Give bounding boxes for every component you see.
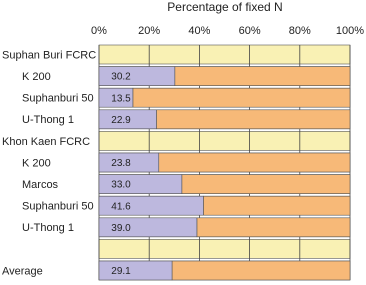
x-tick-label: 80%: [289, 25, 311, 37]
value-label: 41.6: [111, 201, 131, 212]
remainder-track: [203, 195, 351, 216]
value-label: 39.0: [111, 223, 131, 234]
y-tick-label: Suphan Buri FCRC: [2, 49, 96, 61]
value-label: 13.5: [111, 93, 131, 104]
y-tick-label: U-Thong 1: [22, 222, 74, 234]
bar: [98, 109, 157, 130]
bar: [98, 260, 173, 281]
x-tick-label: 40%: [188, 25, 210, 37]
x-tick-label: 20%: [138, 25, 160, 37]
bar: [98, 217, 198, 238]
x-tick-label: 60%: [239, 25, 261, 37]
y-tick-label: Suphanburi 50: [22, 93, 94, 105]
chart-title: Percentage of fixed N: [167, 0, 282, 14]
remainder-track: [171, 260, 351, 281]
remainder-track: [158, 152, 351, 173]
value-label: 22.9: [111, 115, 131, 126]
value-label: 29.1: [111, 266, 131, 277]
remainder-track: [156, 109, 351, 130]
value-label: 23.8: [111, 158, 131, 169]
y-tick-label: Average: [2, 265, 43, 277]
row-track: [98, 131, 351, 151]
bar: [98, 152, 160, 173]
x-tick-label: 0%: [91, 25, 107, 37]
remainder-track: [196, 217, 351, 238]
y-tick-label: K 200: [22, 157, 51, 169]
bar: [98, 195, 204, 216]
row-track: [98, 44, 351, 65]
y-tick-label: Suphanburi 50: [22, 201, 94, 213]
remainder-track: [181, 174, 351, 194]
y-tick-label: K 200: [22, 71, 51, 83]
value-label: 33.0: [111, 180, 131, 191]
value-label: 30.2: [111, 72, 131, 83]
remainder-track: [174, 66, 351, 86]
bar: [98, 87, 134, 108]
y-tick-label: Marcos: [22, 179, 59, 191]
x-tick-label: 100%: [336, 25, 364, 37]
bar: [98, 66, 176, 86]
y-tick-label: Khon Kaen FCRC: [2, 136, 90, 148]
remainder-track: [132, 87, 351, 108]
bar: [98, 174, 183, 194]
row-track: [98, 239, 351, 259]
y-tick-label: U-Thong 1: [22, 114, 74, 126]
